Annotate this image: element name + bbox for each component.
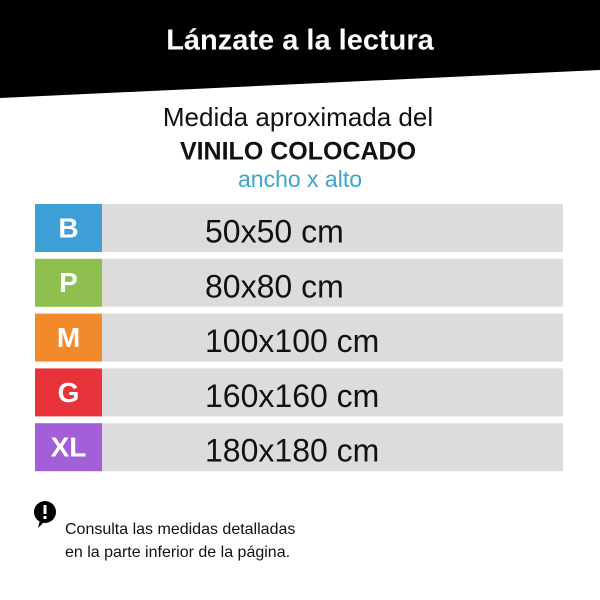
size-value: 180x180 cm — [205, 433, 379, 469]
size-badge — [35, 258, 102, 307]
size-bar — [102, 368, 563, 417]
note-line: Consulta las medidas detalladas — [65, 521, 295, 538]
size-badge — [35, 423, 102, 472]
header-band — [0, 0, 600, 98]
size-bar — [102, 423, 563, 472]
size-value: 50x50 cm — [205, 213, 344, 249]
intro-dimensions: ancho x alto — [238, 166, 362, 192]
size-badge — [35, 204, 102, 252]
size-rows: B 50x50 cm P 80x80 cm M 100x100 cm G 160x160 cm… — [35, 204, 563, 472]
size-value: 100x100 cm — [205, 323, 379, 359]
size-code: XL — [51, 432, 87, 463]
header-title: Lánzate a la lectura — [166, 25, 434, 57]
info-icon — [34, 501, 56, 528]
size-bar — [102, 313, 563, 362]
size-badge — [35, 368, 102, 417]
note-line: en la parte inferior de la página. — [65, 544, 290, 561]
size-bar — [102, 204, 563, 252]
size-value: 160x160 cm — [205, 378, 379, 414]
size-code: M — [57, 322, 80, 353]
size-badge — [35, 313, 102, 362]
intro-line: Medida aproximada del — [163, 102, 433, 132]
size-code: B — [58, 212, 78, 243]
size-value: 80x80 cm — [205, 268, 344, 304]
size-code: P — [59, 267, 78, 298]
size-code: G — [58, 377, 80, 408]
size-bar — [102, 258, 563, 307]
intro-emphasis: VINILO COLOCADO — [180, 138, 416, 166]
